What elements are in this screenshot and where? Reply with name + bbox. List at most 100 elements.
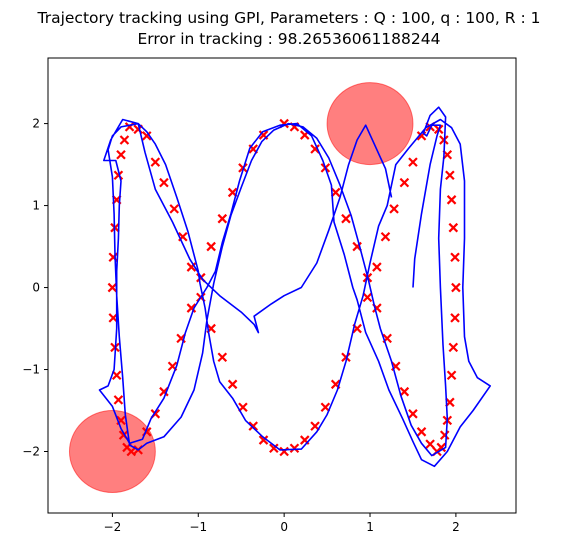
x-marker-stroke [320,402,331,413]
reference-point [111,370,122,381]
x-marker-stroke [445,170,455,181]
trajectory [98,106,492,468]
y-tick-label: 1 [32,199,40,213]
x-marker-stroke [408,157,418,167]
x-marker-stroke [380,231,391,242]
reference-point [227,379,238,390]
reference-point [116,149,126,160]
x-marker-stroke [446,370,457,381]
obstacle-circle-2 [68,410,156,494]
x-tick-label: 2 [452,520,460,534]
x-marker-stroke [448,222,459,233]
x-marker-stroke [352,241,362,252]
x-marker-stroke [167,361,178,372]
x-tick-label: 0 [280,520,288,534]
x-marker-stroke [116,149,126,160]
reference-point [248,421,259,431]
trajectory-line [98,106,492,468]
reference-point [341,213,351,224]
x-marker-stroke [446,195,457,205]
reference-points [107,118,461,457]
reference-point [445,170,455,181]
obstacles [68,82,414,494]
x-marker-stroke [108,252,119,262]
reference-point [141,131,152,141]
reference-point [269,443,279,454]
x-marker-stroke [299,435,310,445]
x-tick-label: −1 [189,520,207,534]
reference-point [289,443,300,454]
reference-point [126,446,137,457]
reference-point [389,204,399,214]
x-marker-stroke [341,213,351,224]
reference-point [399,386,410,397]
reference-point [150,157,161,167]
x-marker-stroke [330,379,341,390]
x-marker-stroke [439,430,450,440]
x-marker-stroke [372,303,382,313]
x-tick-label: 1 [366,520,374,534]
reference-point [279,446,289,457]
x-marker-stroke [372,262,382,272]
y-tick-label: −2 [22,445,40,459]
x-marker-stroke [362,292,373,303]
reference-point [320,402,331,413]
x-marker-stroke [436,442,447,453]
x-marker-stroke [111,370,122,381]
x-marker-stroke [217,352,228,363]
y-tick-label: 2 [32,117,40,131]
x-marker-stroke [169,204,180,214]
x-marker-stroke [258,435,269,445]
x-marker-stroke [258,130,269,140]
reference-point [169,204,180,214]
reference-point [446,195,457,205]
chart-subtitle: Error in tracking : 98.26536061188244 [138,30,441,48]
x-marker-stroke [113,170,124,181]
x-marker-stroke [227,379,238,390]
chart-title: Trajectory tracking using GPI, Parameter… [37,9,541,27]
x-marker-stroke [408,409,418,419]
x-marker-stroke [126,446,137,457]
x-axis: −2 −1 0 1 2 [104,513,460,534]
y-tick-label: −1 [22,363,40,377]
reference-point [159,177,169,188]
reference-point [372,262,382,272]
reference-point [217,352,228,363]
x-marker-stroke [389,204,399,214]
reference-point [108,252,119,262]
reference-point [446,370,457,381]
reference-point [113,170,124,181]
x-marker-stroke [248,144,259,154]
y-tick-label: 0 [32,281,40,295]
x-marker-stroke [310,144,320,154]
x-marker-stroke [141,131,152,141]
x-marker-stroke [341,352,351,363]
x-marker-stroke [330,187,341,198]
x-marker-stroke [442,149,453,160]
reference-point [330,187,341,198]
x-marker-stroke [159,386,169,397]
x-marker-stroke [119,135,130,145]
reference-point [408,157,418,167]
reference-point [399,177,410,188]
reference-point [448,222,459,233]
x-marker-stroke [113,395,124,405]
x-marker-stroke [448,342,459,353]
reference-point [408,409,418,419]
reference-point [448,342,459,353]
y-axis: −2 −1 0 1 2 [22,117,48,459]
x-marker-stroke [227,187,238,198]
reference-point [258,435,269,445]
x-marker-stroke [450,313,460,323]
reference-point [113,395,124,405]
reference-point [107,282,118,293]
reference-point [436,442,447,453]
reference-point [217,213,228,224]
reference-point [450,313,460,323]
x-marker-stroke [310,421,320,431]
x-marker-stroke [289,443,300,454]
obstacle-circle-1 [326,82,414,166]
axes-frame [47,57,517,514]
reference-point [159,386,169,397]
